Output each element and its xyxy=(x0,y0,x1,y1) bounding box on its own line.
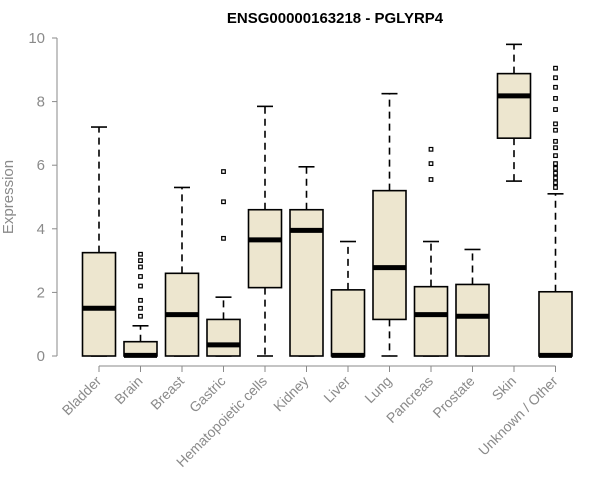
box-group xyxy=(164,186,200,357)
outlier-point xyxy=(553,161,558,167)
outlier-point xyxy=(428,146,434,152)
x-tick-label: Kidney xyxy=(270,373,312,415)
box xyxy=(81,251,117,357)
box-group xyxy=(372,92,407,357)
outlier-point xyxy=(553,145,558,151)
outlier-point xyxy=(138,258,143,263)
x-tick-label: Bladder xyxy=(59,373,105,419)
outlier-point xyxy=(553,138,558,144)
x-tick-label: Unknown / Other xyxy=(475,373,561,459)
outlier-point xyxy=(553,96,558,101)
y-tick-label: 4 xyxy=(37,221,45,238)
box-group xyxy=(496,43,532,182)
x-tick-label: Brain xyxy=(111,373,145,407)
outlier-point xyxy=(221,169,226,174)
x-tick-label: Skin xyxy=(489,373,520,404)
box xyxy=(206,318,241,357)
outlier-point xyxy=(138,305,143,311)
box-group xyxy=(206,169,241,357)
x-tick-label: Liver xyxy=(320,373,353,406)
y-tick-label: 8 xyxy=(37,94,45,111)
box xyxy=(496,72,532,139)
outlier-point xyxy=(553,185,558,190)
box-group xyxy=(330,240,366,358)
y-axis: 0 2 4 6 8 10 xyxy=(28,30,58,365)
chart-title: ENSG00000163218 - PGLYRP4 xyxy=(227,10,444,27)
y-tick-label: 10 xyxy=(28,30,45,47)
outlier-point xyxy=(553,84,558,90)
outlier-point xyxy=(553,175,558,181)
box xyxy=(247,208,283,289)
box-group xyxy=(538,65,573,358)
outlier-point xyxy=(553,170,558,176)
box xyxy=(372,189,407,321)
outlier-point xyxy=(553,127,558,133)
outlier-point xyxy=(221,199,226,205)
outlier-point xyxy=(138,251,143,257)
box-group xyxy=(289,165,324,357)
box xyxy=(413,285,449,357)
box xyxy=(455,283,490,357)
plot-area xyxy=(81,43,573,358)
outlier-point xyxy=(553,75,558,81)
outlier-point xyxy=(553,121,558,127)
box-group xyxy=(455,248,490,357)
box xyxy=(538,290,573,357)
outlier-point xyxy=(428,161,434,167)
box-group xyxy=(247,105,283,357)
outlier-point xyxy=(428,177,434,182)
x-tick-label: Lung xyxy=(361,373,394,406)
y-tick-label: 0 xyxy=(37,348,45,365)
outlier-point xyxy=(138,274,143,279)
box-group xyxy=(123,251,158,358)
outlier-point xyxy=(553,107,558,112)
y-tick-label: 2 xyxy=(37,284,45,301)
box xyxy=(289,208,324,357)
outlier-point xyxy=(553,180,558,186)
y-tick-label: 6 xyxy=(37,157,45,174)
x-tick-label: Breast xyxy=(147,373,187,413)
outlier-point xyxy=(138,297,143,303)
outlier-point xyxy=(138,264,143,270)
outlier-point xyxy=(221,235,226,241)
outlier-point xyxy=(553,165,558,171)
box xyxy=(330,289,366,357)
x-tick-label: Prostate xyxy=(429,373,477,421)
box-group xyxy=(81,126,117,357)
outlier-point xyxy=(138,283,143,289)
outlier-point xyxy=(553,65,558,71)
y-axis-label: Expression xyxy=(0,160,17,234)
outlier-point xyxy=(553,153,558,159)
outlier-point xyxy=(138,313,143,319)
box-group xyxy=(413,146,449,357)
